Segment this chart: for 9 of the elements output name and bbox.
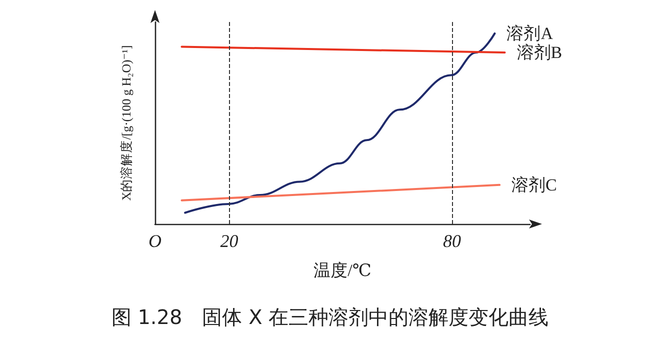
x-tick-label: 80	[443, 231, 462, 251]
series-label: 溶剂B	[516, 42, 562, 62]
x-tick-label: 20	[220, 231, 238, 251]
text: 图 1.28 固体 X 在三种溶剂中的溶解度变化曲线	[111, 305, 549, 329]
y-axis-title: X的溶解度/[g·(100 g H₂O)⁻¹]	[118, 45, 134, 201]
x-axis-title: 温度/℃	[314, 261, 372, 280]
x-tick-label: O	[148, 231, 162, 251]
series-label: 溶剂A	[506, 24, 554, 43]
series-label: 溶剂C	[512, 175, 557, 194]
